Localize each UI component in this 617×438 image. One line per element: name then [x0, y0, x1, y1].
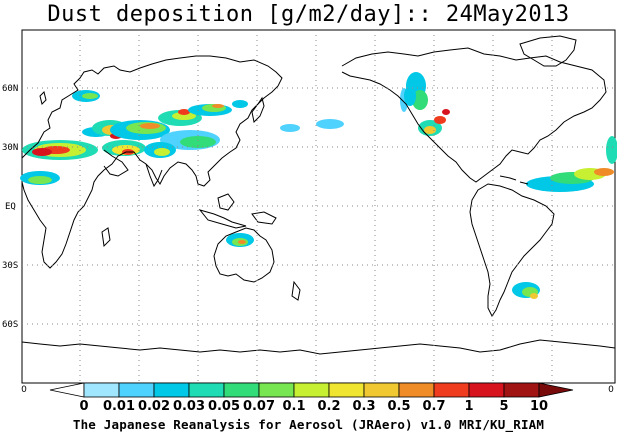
colorbar-labels: 0 0.01 0.02 0.03 0.05 0.07 0.1 0.2 0.3 0.5 0.7 1 5 10 — [79, 399, 548, 414]
colorbar-tick-label: 1 — [464, 399, 473, 414]
colorbar-tick-label: 0.03 — [173, 399, 205, 414]
colorbar-tick-label: 0.01 — [103, 399, 135, 414]
colorbar-swatch — [118, 382, 155, 398]
dust-patch — [280, 124, 300, 132]
colorbar-swatch — [363, 382, 400, 398]
colorbar-swatch — [433, 382, 470, 398]
australia-coast — [213, 227, 275, 283]
colorbar-tick-label: 0.2 — [317, 399, 340, 414]
north-america-coast — [341, 47, 607, 183]
dust-patch — [606, 136, 617, 164]
lat-label: 60N — [2, 84, 18, 94]
colorbar-tick-label: 0.3 — [352, 399, 375, 414]
antarctica-coast — [21, 339, 616, 355]
madagascar-coast — [101, 227, 111, 248]
borneo-coast — [217, 193, 235, 211]
colorbar-swatch — [503, 382, 540, 398]
dust-patch — [594, 168, 614, 176]
lat-labels: 60N 30N EQ 30S 60S — [2, 84, 18, 330]
dust-patch — [212, 104, 224, 108]
indonesia-coast — [198, 209, 247, 229]
lat-label: EQ — [5, 202, 16, 212]
colorbar-swatch — [258, 382, 295, 398]
dust-patch — [404, 86, 416, 106]
colorbar-tick-label: 0.02 — [138, 399, 170, 414]
dust-patch — [238, 240, 246, 244]
colorbar-tick-label: 0.5 — [387, 399, 410, 414]
eurasia-africa-coast — [21, 55, 283, 269]
map-title: Dust deposition [g/m2/day]:: 24May2013 — [47, 2, 570, 27]
colorbar-tick-label: 0.05 — [208, 399, 240, 414]
colorbar-arrow-left — [49, 382, 85, 398]
dust-patch — [82, 93, 98, 99]
colorbar-tick-label: 0.1 — [282, 399, 305, 414]
india-coast — [145, 163, 163, 188]
dust-patch — [178, 109, 190, 115]
colorbar-swatch — [328, 382, 365, 398]
colorbar-swatches — [49, 382, 574, 398]
colorbar: 0 0 0 0.01 0.02 0.03 0.05 0.07 0.1 0.2 0.3 0.5 0.7… — [21, 382, 614, 414]
colorbar-swatch — [223, 382, 260, 398]
dust-patch — [424, 126, 436, 134]
dust-patch — [412, 90, 428, 110]
footer-credit: The Japanese Reanalysis for Aerosol (JRA… — [72, 417, 545, 432]
dust-patch — [530, 293, 538, 299]
colorbar-tick-label: 10 — [530, 399, 548, 414]
caribbean-islands — [499, 175, 529, 185]
colorbar-swatch — [468, 382, 505, 398]
lat-label: 30N — [2, 143, 18, 153]
colorbar-tick-label: 5 — [499, 399, 508, 414]
japan-coast — [251, 96, 265, 124]
dust-patch — [434, 116, 446, 124]
colorbar-tick-label: 0.07 — [243, 399, 275, 414]
colorbar-swatch — [293, 382, 330, 398]
dust-patch — [180, 136, 216, 148]
lat-label: 60S — [2, 320, 18, 330]
arabia-coast — [103, 149, 129, 177]
colorbar-swatch — [153, 382, 190, 398]
dust-patch — [32, 148, 52, 156]
dust-patch — [316, 119, 344, 129]
dust-patch — [232, 100, 248, 108]
colorbar-arrow-right — [538, 382, 574, 398]
dust-patch — [28, 176, 52, 184]
map-frame — [21, 29, 616, 384]
dust-patch — [442, 109, 450, 115]
dust-patch — [154, 148, 170, 156]
colorbar-tick-label: 0.7 — [422, 399, 445, 414]
colorbar-swatch — [398, 382, 435, 398]
coastlines — [21, 35, 616, 355]
new-zealand-coast — [291, 280, 301, 301]
colorbar-swatch — [188, 382, 225, 398]
south-america-coast — [469, 183, 555, 317]
dust-patch — [140, 123, 160, 129]
colorbar-tick-label: 0 — [79, 399, 88, 414]
colorbar-end-right-label: 0 — [608, 385, 614, 395]
uk-coast — [39, 91, 47, 105]
colorbar-end-left-label: 0 — [21, 385, 27, 395]
greenland-coast — [519, 35, 577, 67]
dust-patch — [172, 112, 196, 120]
lat-label: 30S — [2, 261, 18, 271]
colorbar-swatch — [83, 382, 120, 398]
